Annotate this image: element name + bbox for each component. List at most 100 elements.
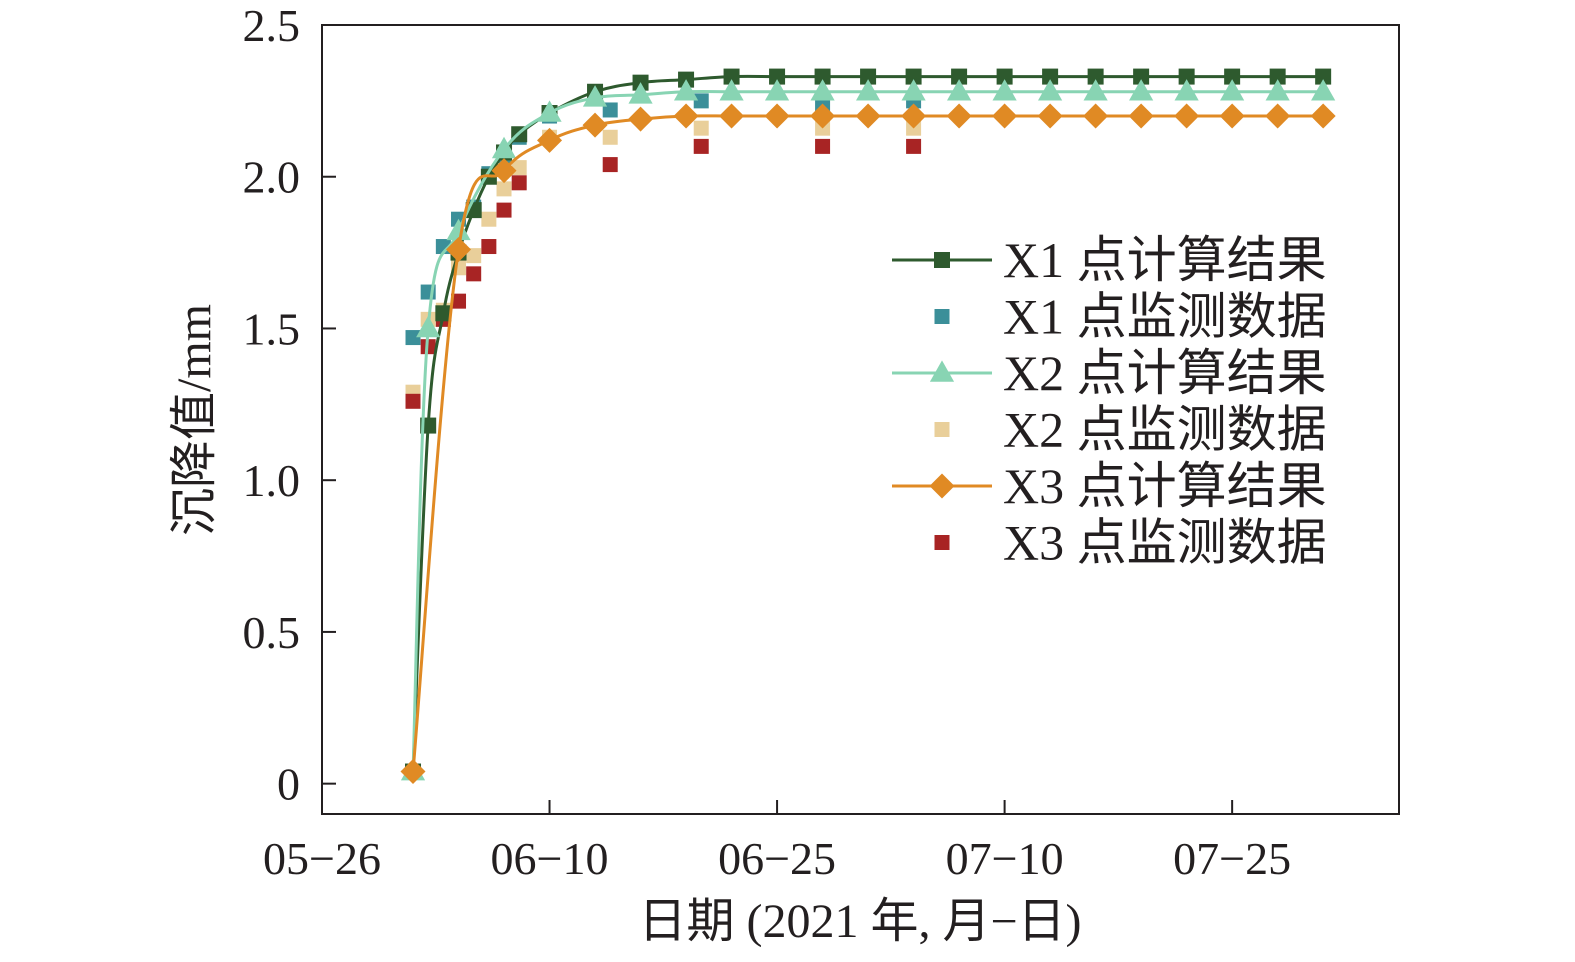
legend-item: X1 点监测数据	[934, 289, 1327, 345]
data-point	[1133, 68, 1150, 85]
data-point	[435, 305, 452, 322]
data-point	[992, 103, 1018, 129]
y-tick-label: 1.5	[243, 303, 301, 354]
data-point	[496, 181, 512, 197]
y-tick-label: 0	[277, 759, 300, 810]
x-axis-title: 日期 (2021 年, 月−日)	[638, 895, 1081, 948]
x-tick-label: 07−25	[1173, 833, 1291, 884]
data-point	[446, 237, 472, 263]
data-point	[906, 138, 922, 154]
x-tick-label: 06−25	[718, 833, 836, 884]
data-point	[810, 103, 836, 129]
y-axis: 0 0.5 1.0 1.5 2.0 2.5	[243, 0, 336, 810]
data-point	[810, 79, 835, 101]
data-point	[815, 138, 831, 154]
data-point	[537, 127, 563, 153]
data-point	[400, 759, 426, 785]
data-point	[946, 103, 972, 129]
data-point	[946, 79, 972, 101]
data-point	[416, 315, 441, 338]
data-point	[719, 103, 745, 129]
data-point	[1219, 103, 1245, 129]
data-point	[1315, 68, 1332, 85]
data-point	[769, 68, 786, 85]
legend-label: X3 点计算结果	[1003, 458, 1327, 514]
data-point	[582, 85, 608, 107]
legend-label: X1 点监测数据	[1003, 289, 1327, 345]
data-point	[1220, 79, 1245, 101]
data-point	[905, 68, 922, 85]
legend-marker	[929, 360, 955, 382]
data-point	[1128, 103, 1154, 129]
data-point	[860, 68, 877, 85]
data-point	[628, 82, 653, 104]
data-point	[814, 68, 831, 85]
data-point	[1311, 79, 1336, 101]
data-point	[992, 79, 1017, 101]
x-tick-label: 06−10	[491, 833, 609, 884]
legend-label: X2 点计算结果	[1003, 345, 1327, 401]
data-point	[491, 158, 517, 184]
data-point	[496, 202, 512, 218]
legend-item: X3 点监测数据	[934, 515, 1327, 571]
series-4	[405, 120, 922, 400]
legend-label: X3 点监测数据	[1003, 515, 1327, 571]
data-point	[693, 93, 709, 109]
y-axis-title: 沉降值/mm	[168, 304, 221, 536]
legend-item: X1 点计算结果	[892, 232, 1327, 288]
legend-item: X2 点监测数据	[934, 402, 1327, 458]
data-point	[673, 103, 699, 129]
data-point	[1174, 103, 1200, 129]
data-point	[602, 129, 618, 145]
legend-label: X1 点计算结果	[1003, 232, 1327, 288]
legend-item: X2 点计算结果	[892, 345, 1327, 401]
y-tick-label: 2.0	[243, 152, 301, 203]
data-point	[1042, 68, 1059, 85]
data-point	[901, 103, 927, 129]
data-point	[491, 136, 517, 159]
y-tick-label: 0.5	[243, 607, 301, 658]
data-point	[996, 68, 1013, 85]
x-axis: 05−26 06−10 06−25 07−10 07−25	[263, 800, 1291, 884]
data-point	[537, 100, 562, 122]
plot-frame	[321, 24, 1400, 815]
data-point	[481, 239, 497, 255]
data-point	[582, 112, 608, 138]
data-point	[1129, 79, 1154, 101]
data-point	[673, 79, 699, 101]
data-point	[405, 393, 421, 409]
data-point	[1087, 68, 1104, 85]
data-point	[1265, 79, 1290, 101]
data-point	[855, 79, 881, 101]
data-point	[1037, 103, 1063, 129]
data-point	[693, 120, 709, 136]
data-point	[1310, 103, 1336, 129]
data-point	[451, 293, 467, 309]
legend-item: X3 点计算结果	[892, 458, 1327, 514]
data-point	[1269, 68, 1286, 85]
data-point	[764, 79, 790, 101]
data-point	[1224, 68, 1241, 85]
y-tick-label: 1.0	[243, 455, 301, 506]
data-point	[1178, 68, 1195, 85]
data-point	[693, 138, 709, 154]
data-point	[405, 330, 421, 346]
data-point	[951, 68, 968, 85]
data-point	[446, 218, 471, 241]
legend-marker	[934, 422, 950, 437]
data-point	[1038, 79, 1063, 101]
data-point	[901, 79, 926, 101]
data-point	[481, 211, 497, 227]
plot-content	[400, 68, 1336, 785]
data-point	[466, 248, 482, 264]
data-point	[723, 68, 740, 85]
data-point	[511, 175, 527, 191]
legend-marker	[934, 252, 950, 268]
data-point	[764, 103, 790, 129]
data-point	[1083, 79, 1108, 101]
legend-marker	[934, 535, 950, 550]
data-point	[602, 157, 618, 173]
legend-marker	[929, 473, 955, 499]
